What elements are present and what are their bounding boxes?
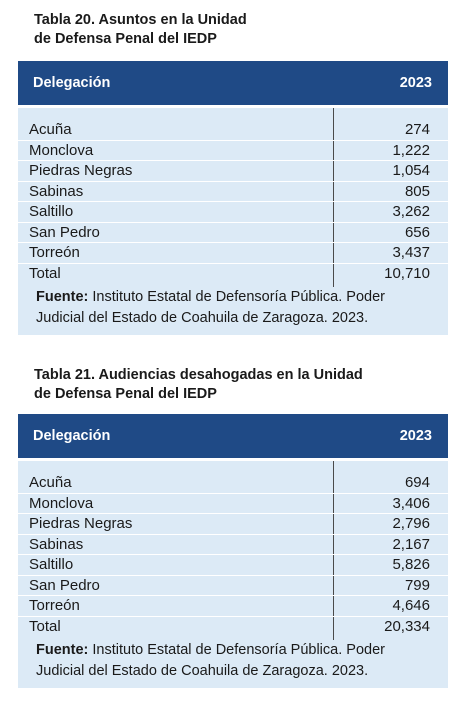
- table-row: San Pedro 656: [18, 223, 448, 243]
- table-rows: Acuña 274 Monclova 1,222 Piedras Negras 1,054…: [18, 120, 448, 284]
- row-delegacion: Monclova: [29, 494, 94, 512]
- table-row: Torreón 3,437: [18, 243, 448, 264]
- table-row: Monclova 1,222: [18, 141, 448, 161]
- row-value: 694: [404, 474, 430, 492]
- column-header-delegacion: Delegación: [33, 75, 111, 91]
- row-value: 656: [404, 223, 430, 241]
- column-header-year: 2023: [399, 75, 432, 91]
- row-delegacion: Saltillo: [29, 556, 74, 574]
- table-20-title: Tabla 20. Asuntos en la Unidad de Defens…: [34, 11, 434, 49]
- row-value: 799: [404, 576, 430, 594]
- table-row: Sabinas 2,167: [18, 535, 448, 555]
- column-divider: [333, 108, 334, 287]
- table-source: Fuente: Instituto Estatal de Defensoría …: [18, 284, 448, 335]
- source-text: Instituto Estatal de Defensoría Pública.…: [36, 642, 385, 679]
- source-label: Fuente:: [36, 289, 89, 305]
- row-value: 20,334: [384, 618, 430, 636]
- row-value: 274: [404, 121, 430, 139]
- header-separator: [18, 105, 448, 108]
- row-value: 1,054: [392, 162, 430, 180]
- table-source: Fuente: Instituto Estatal de Defensoría …: [18, 637, 448, 688]
- row-delegacion: Piedras Negras: [29, 515, 133, 533]
- column-header-delegacion: Delegación: [33, 428, 111, 444]
- table-header: Delegación 2023: [18, 414, 448, 458]
- source-label: Fuente:: [36, 642, 89, 658]
- row-value: 2,167: [392, 535, 430, 553]
- row-value: 1,222: [392, 141, 430, 159]
- row-value: 5,826: [392, 556, 430, 574]
- table-title-line: de Defensa Penal del IEDP: [34, 31, 217, 47]
- row-delegacion: Saltillo: [29, 203, 74, 221]
- table-body: Acuña 274 Monclova 1,222 Piedras Negras 1,054…: [18, 108, 448, 287]
- row-delegacion: Monclova: [29, 141, 94, 159]
- row-value: 3,437: [392, 244, 430, 262]
- row-value: 3,262: [392, 203, 430, 221]
- table-row: Saltillo 5,826: [18, 555, 448, 576]
- row-delegacion: Acuña: [29, 474, 72, 492]
- table-title-line: Tabla 21. Audiencias desahogadas en la U…: [34, 367, 363, 383]
- table-row: Total 10,710: [18, 264, 448, 285]
- table-row: Monclova 3,406: [18, 494, 448, 514]
- table-row: Torreón 4,646: [18, 596, 448, 617]
- row-delegacion: Total: [29, 265, 61, 283]
- table-20: Delegación 2023 Acuña 274 Monclova 1,222 Pie…: [18, 61, 448, 335]
- table-row: Acuña 274: [18, 120, 448, 141]
- column-divider: [333, 461, 334, 640]
- column-header-year: 2023: [399, 428, 432, 444]
- row-value: 805: [404, 182, 430, 200]
- table-header: Delegación 2023: [18, 61, 448, 105]
- table-21: Delegación 2023 Acuña 694 Monclova 3,406 Pie…: [18, 414, 448, 688]
- row-value: 4,646: [392, 597, 430, 615]
- row-delegacion: Sabinas: [29, 182, 84, 200]
- table-row: San Pedro 799: [18, 576, 448, 596]
- table-row: Piedras Negras 2,796: [18, 514, 448, 535]
- table-row: Saltillo 3,262: [18, 202, 448, 223]
- row-value: 2,796: [392, 515, 430, 533]
- table-title-line: Tabla 20. Asuntos en la Unidad: [34, 12, 247, 28]
- row-delegacion: Acuña: [29, 121, 72, 139]
- row-delegacion: San Pedro: [29, 223, 100, 241]
- source-text: Instituto Estatal de Defensoría Pública.…: [36, 289, 385, 326]
- row-delegacion: Torreón: [29, 244, 80, 262]
- table-row: Sabinas 805: [18, 182, 448, 202]
- table-row: Total 20,334: [18, 617, 448, 638]
- row-delegacion: Torreón: [29, 597, 80, 615]
- table-body: Acuña 694 Monclova 3,406 Piedras Negras 2,796…: [18, 461, 448, 640]
- header-separator: [18, 458, 448, 461]
- row-delegacion: Piedras Negras: [29, 162, 133, 180]
- table-title-line: de Defensa Penal del IEDP: [34, 386, 217, 402]
- table-row: Piedras Negras 1,054: [18, 161, 448, 182]
- table-21-title: Tabla 21. Audiencias desahogadas en la U…: [34, 366, 434, 404]
- row-delegacion: Total: [29, 618, 61, 636]
- row-value: 10,710: [384, 265, 430, 283]
- row-delegacion: San Pedro: [29, 576, 100, 594]
- row-delegacion: Sabinas: [29, 535, 84, 553]
- table-row: Acuña 694: [18, 473, 448, 494]
- row-value: 3,406: [392, 494, 430, 512]
- table-rows: Acuña 694 Monclova 3,406 Piedras Negras 2,796…: [18, 473, 448, 637]
